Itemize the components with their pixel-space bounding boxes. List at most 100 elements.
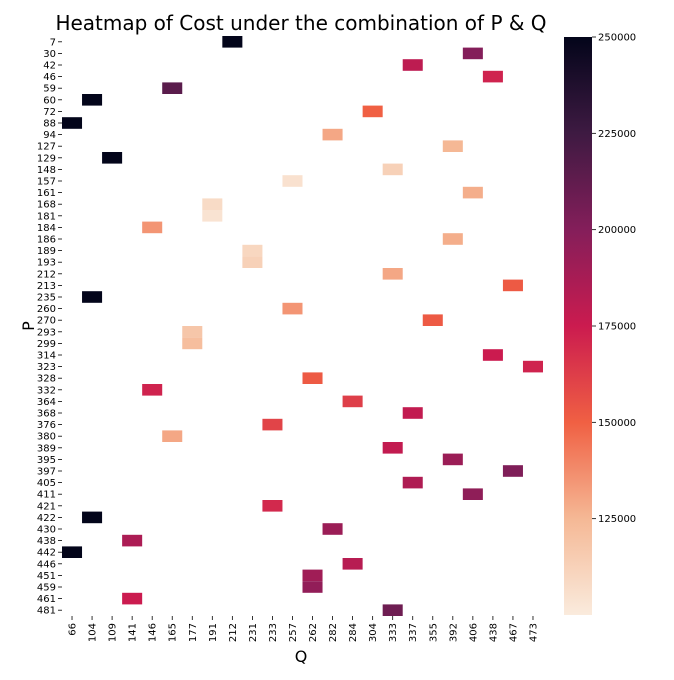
heatmap-cell [242, 256, 263, 268]
x-tick-label: 304 [368, 623, 379, 642]
heatmap-cell [222, 36, 243, 48]
colorbar-tick-label: 200000 [598, 225, 636, 236]
y-tick-label: 60 [43, 95, 56, 106]
colorbar-tick-label: 250000 [598, 33, 636, 44]
heatmap-cell [442, 233, 463, 245]
y-tick-label: 421 [37, 501, 56, 512]
y-tick-label: 189 [37, 246, 56, 257]
heatmap-cell [482, 70, 503, 83]
y-tick-label: 212 [37, 269, 56, 280]
x-tick-label: 262 [308, 623, 319, 642]
x-tick-label: 212 [228, 623, 239, 642]
heatmap-cell [122, 534, 143, 547]
colorbar-tick-label: 225000 [598, 129, 636, 140]
y-tick-label: 88 [43, 119, 56, 130]
heatmap-cell [262, 418, 283, 431]
y-tick-label: 186 [37, 235, 56, 246]
heatmap-cell [302, 581, 323, 593]
y-tick-label: 42 [43, 61, 56, 72]
y-tick-label: 184 [37, 223, 56, 234]
y-tick-label: 181 [37, 211, 56, 222]
x-tick-label: 104 [88, 623, 99, 642]
y-tick-label: 213 [37, 281, 56, 292]
heatmap-cells [62, 36, 543, 616]
y-tick-label: 364 [37, 397, 56, 408]
heatmap-cell [202, 210, 223, 222]
y-tick-label: 59 [43, 84, 56, 95]
y-tick-label: 438 [37, 536, 56, 547]
colorbar-tick-label: 125000 [598, 514, 636, 525]
y-tick-label: 395 [37, 455, 56, 466]
x-axis-label: Q [295, 647, 308, 666]
heatmap-cell [382, 268, 403, 280]
y-tick-label: 411 [37, 490, 56, 501]
x-tick-label: 66 [68, 623, 79, 636]
y-tick-label: 168 [37, 200, 56, 211]
y-tick-label: 461 [37, 594, 56, 605]
y-tick-label: 148 [37, 165, 56, 176]
heatmap-cell [322, 128, 343, 141]
heatmap-cell [502, 465, 523, 477]
y-tick-label: 459 [37, 583, 56, 594]
y-axis-label: P [19, 321, 38, 331]
colorbar-ticks: 250000 225000 200000 175000 150000 125000 [592, 33, 636, 525]
y-tick-label: 332 [37, 385, 56, 396]
heatmap-cell [62, 546, 83, 558]
y-tick-label: 481 [37, 606, 56, 617]
y-tick-label: 430 [37, 525, 56, 536]
x-tick-label: 473 [528, 623, 539, 642]
y-tick-label: 314 [37, 351, 56, 362]
chart-title: Heatmap of Cost under the combination of… [55, 11, 546, 35]
heatmap-cell [462, 47, 483, 60]
heatmap-cell [242, 244, 263, 257]
x-tick-label: 392 [448, 623, 459, 642]
y-tick-label: 405 [37, 478, 56, 489]
x-tick-label: 177 [188, 623, 199, 642]
heatmap-cell [442, 453, 463, 466]
heatmap-cell [382, 604, 403, 616]
y-tick-label: 397 [37, 467, 56, 478]
x-tick-label: 233 [268, 623, 279, 642]
x-tick-label: 231 [248, 623, 259, 642]
y-tick-label: 127 [37, 142, 56, 153]
x-tick-label: 333 [388, 623, 399, 642]
y-tick-label: 193 [37, 258, 56, 269]
heatmap-cell [302, 372, 323, 384]
x-tick-label: 438 [488, 623, 499, 642]
heatmap-cell [282, 302, 303, 315]
y-tick-label: 46 [43, 72, 56, 83]
x-tick-label: 467 [508, 623, 519, 642]
heatmap-cell [142, 384, 163, 396]
heatmap-cell [422, 314, 443, 326]
y-tick-label: 30 [43, 49, 56, 60]
y-tick-label: 442 [37, 548, 56, 559]
x-tick-label: 337 [408, 623, 419, 642]
x-tick-label: 141 [128, 623, 139, 642]
heatmap-cell [122, 592, 143, 605]
x-tick-label: 257 [288, 623, 299, 642]
y-tick-label: 389 [37, 443, 56, 454]
heatmap-cell [402, 407, 423, 419]
heatmap-cell [62, 117, 83, 129]
x-tick-label: 109 [108, 623, 119, 642]
heatmap-cell [82, 291, 103, 303]
heatmap-cell [182, 326, 203, 338]
heatmap-cell [462, 186, 483, 199]
y-tick-label: 7 [50, 37, 56, 48]
heatmap-cell [162, 430, 183, 442]
x-tick-label: 282 [328, 623, 339, 642]
heatmap-cell [282, 175, 303, 187]
heatmap-cell [82, 94, 103, 106]
x-tick-label: 191 [208, 623, 219, 642]
colorbar [564, 37, 592, 615]
y-tick-label: 270 [37, 316, 56, 327]
heatmap-cell [302, 569, 323, 582]
y-tick-label: 94 [43, 130, 56, 141]
heatmap-cell [482, 349, 503, 361]
heatmap-cell [402, 476, 423, 489]
heatmap-cell [382, 163, 403, 176]
heatmap-cell [382, 442, 403, 454]
heatmap-cell [342, 395, 363, 408]
heatmap-cell [182, 337, 203, 350]
